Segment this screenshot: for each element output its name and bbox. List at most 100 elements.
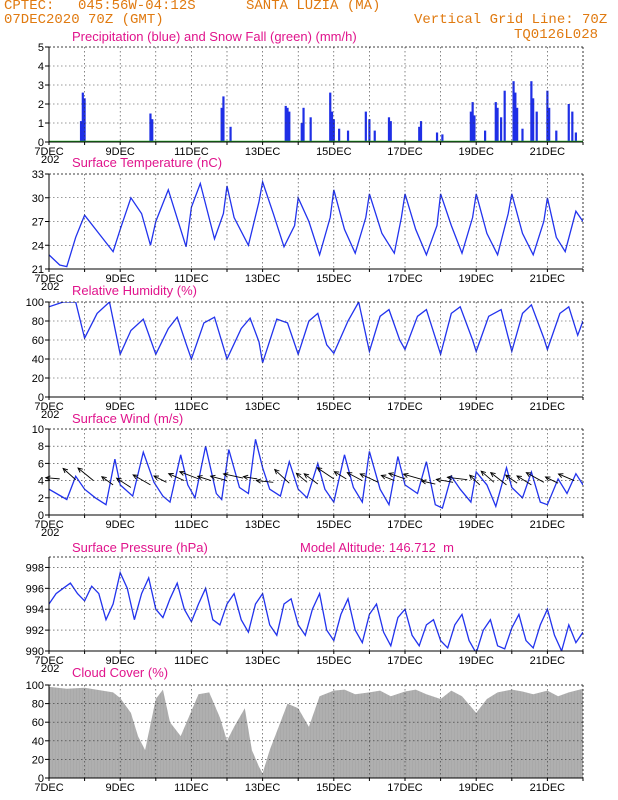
header-coords: 045:56W-04:12S [78,0,196,14]
wind-arrow-head [303,473,310,479]
precip-bar [574,132,577,142]
wind-arrow-head [316,467,323,473]
wind-arrow-head [222,472,229,478]
series-line-3 [49,439,583,510]
series-line-1 [49,179,583,268]
x-tick-label: 19DEC [458,519,494,531]
wind-arrow-head [544,476,551,482]
precip-bar [79,121,83,142]
year-fragment: 202 [41,663,59,675]
y-tick-label: 27 [32,217,44,229]
x-tick-label: 11DEC [174,273,209,285]
wind-arrow-head [295,472,302,479]
y-tick-label: 100 [26,680,44,692]
wind-arrow-shaft [296,472,308,483]
wind-arrow-shaft [447,476,468,481]
y-tick-label: 5 [38,42,44,54]
x-tick-label: 19DEC [458,782,494,794]
x-tick-label: 17DEC [387,273,423,285]
precip-bar [535,111,538,142]
wind-arrow-head [242,474,249,480]
precip-bar [387,117,391,142]
panel-title-precipitation: Precipitation (blue) and Snow Fall (gree… [72,29,357,44]
x-tick-label: 9DEC [106,655,135,667]
year-fragment: 202 [41,527,59,539]
precip-bar [571,111,574,142]
x-tick-label: 17DEC [387,519,423,531]
precip-bar [309,117,312,142]
precip-bar [473,115,476,142]
y-tick-label: 990 [26,646,44,658]
y-tick-label: 20 [32,754,44,766]
header-code: TQ0126L028 [514,27,599,43]
wind-arrow-head [446,475,453,481]
x-tick-label: 17DEC [387,655,423,667]
precip-bar [567,104,570,142]
panel-title-humidity: Relative Humidity (%) [72,283,197,298]
precip-bar [346,130,350,142]
wind-arrow-head [435,477,442,483]
wind-arrow-shaft [77,467,94,481]
x-tick-label: 9DEC [106,146,135,158]
y-tick-label: 3 [38,80,44,92]
series-line-2 [49,302,583,364]
header-date: 07DEC2020 70Z (GMT) [4,12,164,28]
wind-arrow-shaft [243,476,258,480]
wind-arrow-head [167,473,174,478]
y-tick-label: 80 [32,316,44,328]
precip-bar [81,92,84,142]
x-tick-label: 21DEC [530,273,566,285]
wind-arrow-shaft [545,476,559,484]
wind-arrow-shaft [168,473,185,482]
y-tick-label: 33 [32,169,44,181]
x-tick-label: 17DEC [387,782,423,794]
y-tick-label: 24 [32,240,44,252]
x-tick-label: 15DEC [316,519,352,531]
y-tick-label: 4 [38,61,44,73]
panel-0 [45,46,584,145]
x-tick-label: 15DEC [316,401,352,413]
wind-arrow-head [420,479,427,485]
precip-bar [548,107,551,142]
precip-bar [484,130,487,142]
wind-arrow-shaft [359,473,379,483]
x-tick-label: 19DEC [458,146,494,158]
y-tick-label: 40 [32,354,44,366]
wind-arrow-head [100,476,107,482]
x-tick-label: 13DEC [245,519,281,531]
x-tick-label: 19DEC [458,273,494,285]
wind-arrow-shaft [316,467,335,480]
precip-bar [494,102,497,142]
precip-bar [302,107,305,142]
x-tick-label: 15DEC [316,273,352,285]
panel-title-wind: Surface Wind (m/s) [72,411,184,426]
x-tick-label: 19DEC [458,655,494,667]
x-tick-label: 11DEC [174,782,209,794]
y-tick-label: 30 [32,193,44,205]
wind-arrow-shaft [101,476,114,486]
panel-4 [45,556,584,654]
panel-5 [45,684,584,781]
wind-arrow-head [480,470,487,476]
model-altitude-annotation: Model Altitude: 146.712 m [300,540,454,555]
wind-arrow-shaft [210,475,228,482]
panel-3 [45,428,584,518]
year-fragment: 202 [41,281,59,293]
y-tick-label: 0 [38,510,44,522]
wind-arrow-shaft [334,471,347,480]
wind-arrow-head [359,473,366,478]
y-tick-label: 60 [32,335,44,347]
y-tick-label: 1 [38,118,44,130]
y-tick-label: 996 [26,583,44,595]
wind-arrow-head [468,474,475,481]
x-tick-label: 7DEC [34,401,63,413]
precip-bar [516,107,519,142]
x-tick-label: 11DEC [174,519,209,531]
wind-arrow-head [153,475,160,481]
precip-bar [514,92,517,142]
y-tick-label: 2 [38,493,44,505]
wind-arrow-shaft [421,480,436,485]
precip-bar [389,121,392,142]
panel-title-temperature: Surface Temperature (nC) [72,155,223,170]
